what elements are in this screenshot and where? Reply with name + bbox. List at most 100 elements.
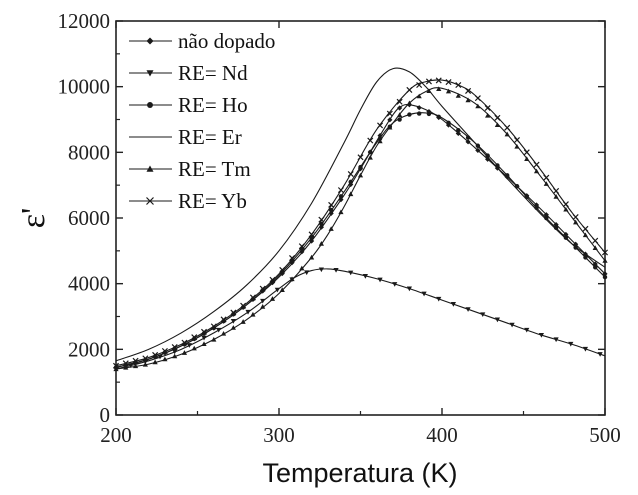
data-point (201, 341, 207, 346)
data-point (152, 351, 159, 358)
data-point (112, 362, 120, 369)
data-point (230, 325, 236, 330)
data-point (425, 78, 432, 85)
data-point (494, 317, 501, 323)
data-point (582, 225, 589, 232)
data-point (484, 104, 491, 112)
data-point (309, 254, 315, 260)
data-point (436, 86, 442, 92)
data-point (553, 194, 559, 199)
data-point (573, 219, 579, 225)
series-5 (112, 77, 609, 369)
data-point (465, 87, 472, 94)
data-point (171, 344, 178, 351)
data-point (592, 237, 599, 244)
data-point (220, 330, 227, 336)
data-point (563, 235, 569, 240)
legend-item: RE= Ho (129, 93, 248, 117)
data-point (328, 201, 335, 208)
data-point (240, 319, 246, 324)
data-point (309, 238, 315, 244)
series-line (115, 67, 606, 362)
data-point (318, 241, 324, 246)
data-point (161, 347, 168, 354)
data-point (348, 270, 354, 276)
legend-marker (146, 37, 154, 45)
data-point (358, 164, 363, 170)
data-point (142, 362, 148, 367)
data-point (211, 336, 217, 342)
legend: não dopado RE= Nd RE= Ho RE= Er RE= Tm RE= Yb (129, 29, 275, 213)
y-tick-label: 0 (100, 403, 111, 427)
data-point (289, 276, 295, 282)
data-point (524, 156, 530, 161)
data-point (318, 267, 324, 273)
data-point (348, 191, 354, 197)
data-point (362, 274, 368, 279)
data-point (123, 364, 129, 370)
legend-label: RE= Ho (178, 93, 248, 117)
data-point (533, 161, 540, 168)
y-tick-label: 8000 (68, 140, 110, 164)
data-point (367, 154, 373, 160)
data-point (543, 212, 549, 218)
data-point (504, 124, 511, 131)
data-point (368, 150, 373, 155)
data-point (367, 137, 374, 144)
data-point (299, 265, 305, 271)
legend-marker (147, 102, 153, 108)
data-point (298, 243, 305, 250)
data-point (338, 194, 344, 199)
data-point (250, 311, 256, 317)
x-tick-label: 400 (426, 423, 458, 447)
series-layer (112, 67, 609, 372)
data-point (357, 154, 364, 161)
data-point (348, 179, 353, 185)
data-point (504, 131, 510, 137)
data-point (220, 316, 227, 323)
data-point (152, 359, 158, 365)
y-tick-label: 2000 (68, 337, 110, 361)
data-point (260, 304, 266, 309)
data-point (416, 105, 422, 111)
legend-item: RE= Er (129, 125, 242, 149)
data-point (553, 337, 559, 343)
data-point (318, 216, 325, 223)
data-point (347, 170, 354, 178)
data-point (538, 332, 545, 338)
data-point (289, 255, 296, 262)
data-point (397, 105, 403, 111)
legend-marker (146, 70, 154, 77)
legend-marker (146, 165, 154, 172)
data-point (455, 82, 462, 89)
data-point (533, 168, 540, 174)
data-point (553, 187, 560, 194)
data-point (328, 226, 334, 231)
data-point (426, 88, 432, 94)
data-point (186, 343, 192, 348)
data-point (210, 323, 217, 330)
data-point (328, 210, 334, 217)
data-point (426, 109, 432, 115)
data-point (524, 327, 530, 333)
x-axis-title: Temperatura (K) (262, 458, 457, 488)
y-axis-title: ε' (15, 208, 52, 228)
data-point (485, 112, 491, 118)
data-point (563, 206, 569, 212)
legend-label: RE= Tm (178, 157, 251, 181)
data-point (392, 282, 398, 287)
data-point (377, 122, 384, 129)
data-point (191, 345, 197, 351)
data-point (201, 335, 207, 341)
data-point (494, 114, 501, 121)
data-point (304, 270, 310, 276)
data-point (396, 98, 403, 105)
data-point (269, 296, 276, 301)
data-point (465, 139, 471, 145)
data-point (269, 276, 276, 283)
data-point (245, 309, 251, 315)
data-point (230, 319, 236, 324)
data-point (474, 95, 481, 102)
legend-label: RE= Yb (178, 189, 247, 213)
